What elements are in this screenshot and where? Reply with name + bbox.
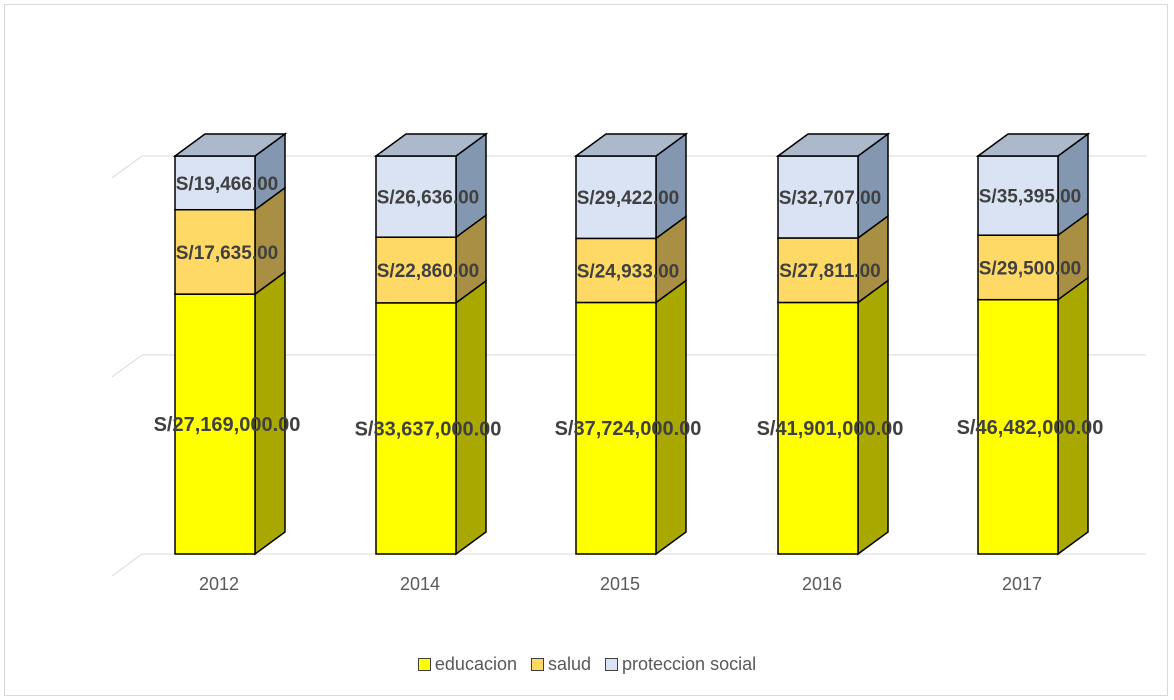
bar-top-2012 — [172, 133, 288, 157]
x-tick-label-2016: 2016 — [802, 574, 842, 594]
bars — [172, 132, 1091, 556]
bar-proteccion-social-2015 — [575, 155, 657, 240]
bar-proteccion-social-2016 — [777, 155, 859, 239]
bar-side-educacion-2017 — [1057, 276, 1089, 556]
x-axis-tick-labels: 2012 2014 2015 2016 2017 — [199, 574, 1042, 594]
x-tick-label-2014: 2014 — [400, 574, 440, 594]
legend-label-educacion: educacion — [434, 653, 517, 674]
data-label-proteccion-social-2016: S/32,707.00 — [779, 188, 881, 209]
legend-label-salud: salud — [547, 653, 592, 674]
bar-proteccion-social-2014 — [375, 155, 457, 238]
bar-educacion-2016 — [777, 301, 859, 555]
bar-proteccion-social-2012 — [174, 155, 256, 211]
data-label-educacion-2015: S/37,724,000.00 — [555, 418, 702, 440]
x-tick-label-2015: 2015 — [600, 574, 640, 594]
legend-swatch-educacion — [417, 657, 431, 671]
legend-item-educacion: educacion — [417, 653, 517, 675]
legend-item-proteccion-social: proteccion social — [605, 654, 756, 675]
data-label-salud-2015: S/24,933.00 — [577, 261, 679, 282]
data-label-salud-2016: S/27,811.00 — [779, 261, 880, 282]
bar-top-2015 — [573, 133, 689, 157]
bar-salud-2014 — [375, 236, 457, 304]
bar-educacion-2017 — [977, 298, 1059, 555]
gridline-slant — [111, 155, 143, 179]
x-tick-label-2012: 2012 — [199, 574, 239, 594]
gridline-slant — [111, 553, 143, 577]
bar-educacion-2012 — [174, 293, 256, 555]
bar-top-2016 — [775, 133, 891, 157]
bar-proteccion-social-2017 — [977, 155, 1059, 236]
bar-side-educacion-2014 — [455, 279, 487, 556]
legend-swatch-proteccion-social — [605, 657, 619, 671]
data-label-educacion-2014: S/33,637,000.00 — [355, 418, 502, 440]
data-label-educacion-2016: S/41,901,000.00 — [757, 418, 904, 440]
bar-salud-2017 — [977, 234, 1059, 301]
bar-side-educacion-2012 — [254, 270, 286, 556]
legend-item-salud: salud — [530, 653, 592, 675]
bar-side-educacion-2015 — [655, 278, 687, 556]
data-label-proteccion-social-2017: S/35,395.00 — [979, 187, 1081, 208]
legend-label-proteccion-social: proteccion social — [622, 653, 757, 674]
data-label-proteccion-social-2012: S/19,466.00 — [176, 174, 278, 195]
data-label-proteccion-social-2014: S/26,636.00 — [377, 188, 479, 209]
bar-salud-2012 — [174, 208, 256, 295]
legend-swatch-salud — [530, 657, 544, 671]
data-label-educacion-2017: S/46,482,000.00 — [957, 417, 1104, 439]
bar-side-educacion-2016 — [857, 278, 889, 556]
x-tick-label-2017: 2017 — [1002, 574, 1042, 594]
bar-educacion-2014 — [375, 302, 457, 555]
data-label-educacion-2012: S/27,169,000.00 — [154, 414, 301, 436]
gridline-slant — [111, 354, 143, 378]
data-label-salud-2014: S/22,860.00 — [377, 261, 479, 282]
bar-top-2014 — [373, 133, 489, 157]
data-label-proteccion-social-2015: S/29,422.00 — [577, 188, 679, 209]
bar-top-2017 — [975, 133, 1091, 157]
legend: educacion salud proteccion social — [0, 650, 1174, 678]
data-label-salud-2012: S/17,635.00 — [176, 243, 278, 264]
data-labels: S/27,169,000.00 S/17,635.00 S/19,466.00 S/3… — [154, 174, 1104, 441]
data-label-salud-2017: S/29,500.00 — [979, 258, 1081, 279]
